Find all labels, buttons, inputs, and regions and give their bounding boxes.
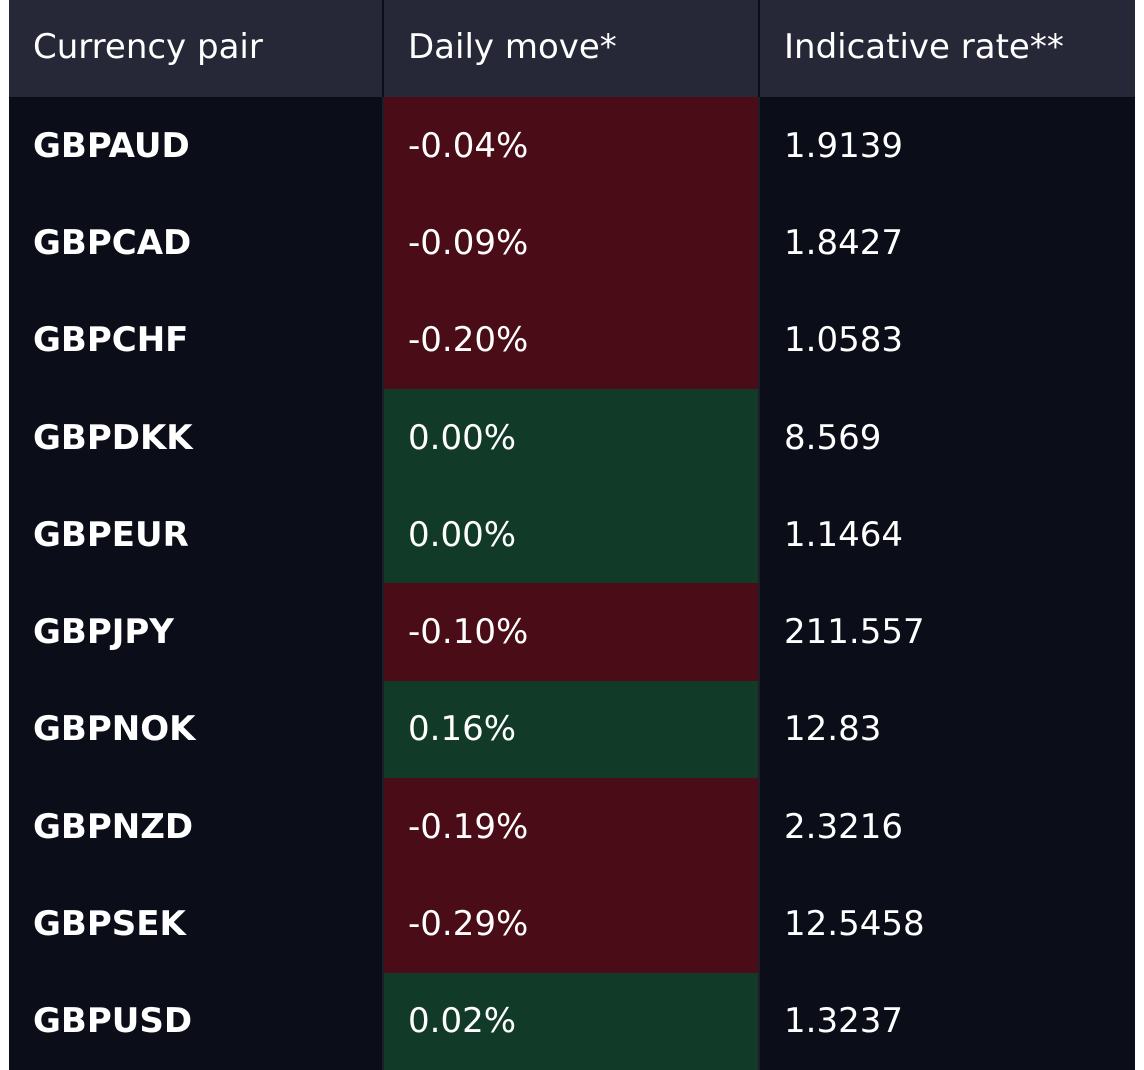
header-daily-move: Daily move*: [384, 0, 760, 97]
daily-move-cell: 0.00%: [384, 388, 760, 487]
table-row: GBPSEK -0.29% 12.5458: [9, 875, 1135, 973]
indicative-rate-cell: 211.557: [784, 612, 925, 653]
currency-pair-cell: GBPCAD: [9, 194, 384, 292]
daily-move-cell: 0.00%: [384, 486, 760, 584]
table-row: GBPEUR 0.00% 1.1464: [9, 486, 1135, 584]
indicative-rate-cell: 12.5458: [784, 904, 925, 945]
table-body: GBPAUD -0.04% 1.9139 GBPCAD -0.09% 1.8427 GBPC…: [9, 97, 1135, 1070]
table-header: Currency pair Daily move* Indicative rat…: [9, 0, 1135, 97]
indicative-rate-cell: 1.8427: [784, 222, 903, 263]
daily-move-cell: -0.04%: [384, 97, 760, 195]
currency-pair-cell: GBPSEK: [9, 875, 384, 973]
currency-table: Currency pair Daily move* Indicative rat…: [9, 0, 1135, 1070]
table-row: GBPJPY -0.10% 211.557: [9, 583, 1135, 681]
indicative-rate-cell: 1.9139: [784, 125, 903, 166]
daily-move-cell: -0.20%: [384, 291, 760, 389]
table-row: GBPDKK 0.00% 8.569: [9, 388, 1135, 487]
indicative-rate-cell: 8.569: [784, 417, 882, 458]
table-row: GBPCHF -0.20% 1.0583: [9, 291, 1135, 389]
currency-pair-cell: GBPAUD: [9, 97, 384, 195]
table-row: GBPUSD 0.02% 1.3237: [9, 972, 1135, 1070]
currency-pair-cell: GBPEUR: [9, 486, 384, 584]
table-row: GBPNZD -0.19% 2.3216: [9, 778, 1135, 876]
daily-move-cell: 0.16%: [384, 680, 760, 779]
daily-move-cell: -0.29%: [384, 875, 760, 973]
daily-move-cell: -0.10%: [384, 583, 760, 681]
currency-pair-cell: GBPJPY: [9, 583, 384, 681]
header-indicative-rate: Indicative rate**: [784, 26, 1064, 67]
currency-pair-cell: GBPCHF: [9, 291, 384, 389]
currency-pair-cell: GBPNZD: [9, 778, 384, 876]
table-row: GBPAUD -0.04% 1.9139: [9, 97, 1135, 195]
currency-pair-cell: GBPDKK: [9, 388, 384, 487]
table-row: GBPCAD -0.09% 1.8427: [9, 194, 1135, 292]
indicative-rate-cell: 2.3216: [784, 806, 903, 847]
daily-move-cell: -0.19%: [384, 778, 760, 876]
indicative-rate-cell: 12.83: [784, 709, 882, 750]
indicative-rate-cell: 1.0583: [784, 320, 903, 361]
currency-pair-cell: GBPUSD: [9, 972, 384, 1070]
table-row: GBPNOK 0.16% 12.83: [9, 680, 1135, 779]
currency-pair-cell: GBPNOK: [9, 680, 384, 779]
indicative-rate-cell: 1.3237: [784, 1001, 903, 1042]
indicative-rate-cell: 1.1464: [784, 514, 903, 555]
header-currency-pair: Currency pair: [9, 0, 384, 97]
daily-move-cell: -0.09%: [384, 194, 760, 292]
daily-move-cell: 0.02%: [384, 972, 760, 1070]
